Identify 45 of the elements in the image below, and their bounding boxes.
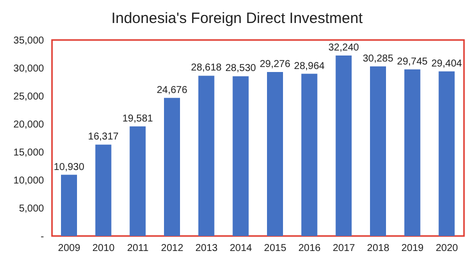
bar — [336, 55, 352, 236]
data-label: 24,676 — [156, 84, 188, 96]
data-label: 29,276 — [260, 59, 291, 70]
y-tick-label: 25,000 — [13, 92, 44, 103]
data-label: 32,240 — [328, 42, 360, 54]
data-label: 29,404 — [431, 58, 462, 70]
x-tick-label: 2011 — [127, 243, 150, 254]
y-tick-label: - — [40, 232, 44, 243]
x-tick-label: 2020 — [436, 243, 458, 254]
data-label: 28,618 — [191, 62, 222, 74]
bar — [267, 72, 283, 236]
y-tick-label: 35,000 — [13, 36, 44, 47]
bar — [301, 74, 318, 236]
bar — [404, 69, 420, 236]
data-label: 19,581 — [122, 113, 154, 124]
x-tick-label: 2015 — [264, 243, 287, 254]
x-tick-label: 2016 — [298, 243, 322, 254]
x-tick-label: 2014 — [230, 243, 252, 254]
bar — [198, 76, 214, 236]
y-tick-label: 20,000 — [13, 120, 44, 131]
bar — [130, 126, 146, 236]
data-label: 28,964 — [294, 60, 326, 72]
data-label: 28,530 — [225, 63, 256, 74]
y-tick-label: 10,000 — [13, 176, 44, 187]
y-tick-label: 5,000 — [18, 204, 44, 215]
data-label: 16,317 — [88, 132, 120, 143]
y-tick-label: 15,000 — [13, 148, 44, 159]
x-tick-label: 2009 — [58, 243, 81, 254]
data-label: 29,745 — [397, 56, 428, 68]
bar — [370, 66, 386, 236]
chart-title: Indonesia's Foreign Direct Investment — [110, 9, 364, 29]
bar — [95, 144, 112, 236]
x-tick-label: 2019 — [401, 243, 424, 254]
x-tick-label: 2017 — [332, 243, 356, 254]
bar — [438, 71, 455, 236]
bar — [232, 76, 249, 236]
data-label: 30,285 — [362, 53, 394, 64]
x-tick-label: 2013 — [195, 243, 218, 254]
x-tick-label: 2018 — [367, 243, 390, 254]
x-tick-label: 2012 — [161, 243, 184, 254]
data-label: 10,930 — [54, 162, 85, 173]
bar — [61, 174, 77, 236]
bar — [164, 98, 180, 236]
x-tick-label: 2010 — [92, 243, 116, 254]
y-tick-label: 30,000 — [13, 64, 44, 75]
